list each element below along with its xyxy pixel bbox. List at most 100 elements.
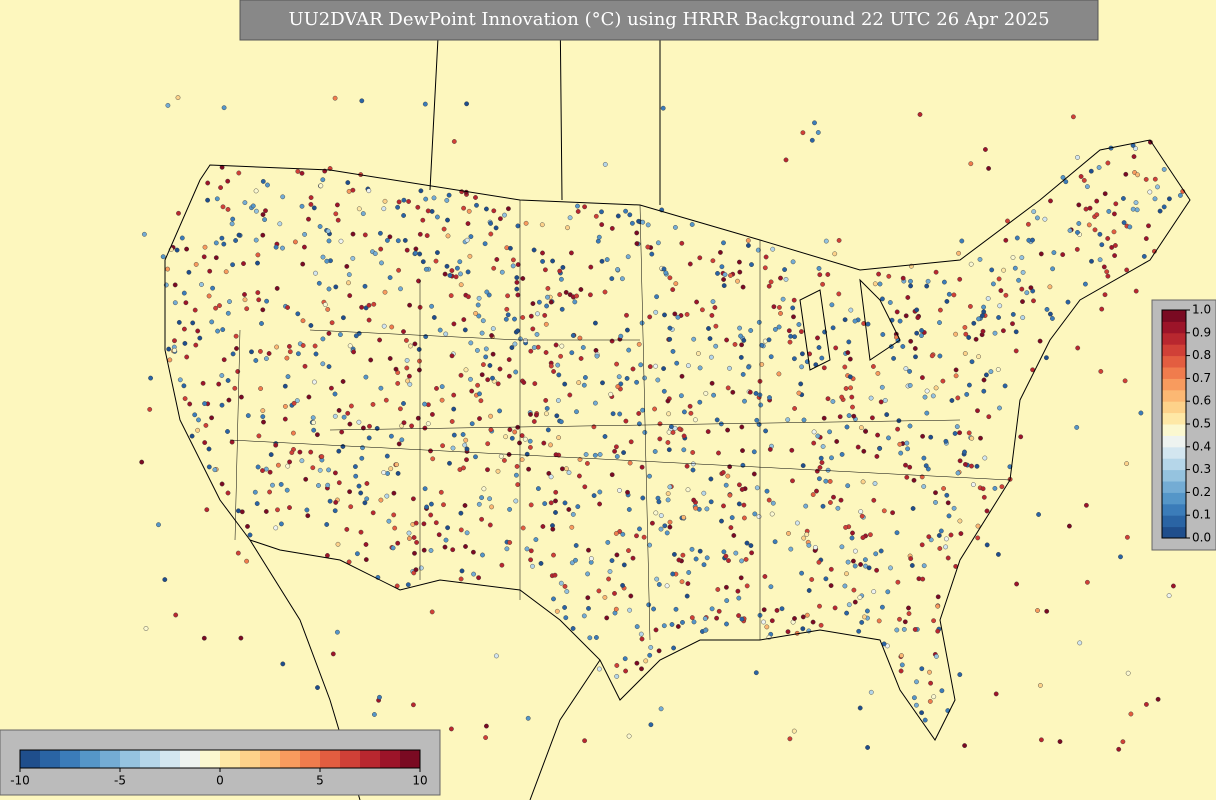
station-dot [897, 616, 902, 622]
station-dot [614, 552, 620, 558]
station-dot [830, 399, 836, 404]
station-dot [756, 319, 762, 325]
station-dot [387, 356, 393, 361]
station-dot [503, 434, 508, 440]
station-dot [532, 381, 538, 386]
station-dot [1060, 252, 1066, 258]
station-dot [658, 526, 664, 532]
station-dot [694, 299, 699, 305]
station-dot [713, 343, 719, 349]
station-dot [714, 615, 719, 621]
station-dot [860, 479, 866, 485]
station-dot [336, 407, 342, 413]
station-dot [813, 545, 818, 550]
station-dot [201, 635, 207, 641]
station-dot [356, 206, 362, 212]
station-dot [147, 406, 153, 412]
station-dot [738, 354, 744, 360]
station-dot [325, 482, 331, 488]
station-dot [416, 278, 421, 284]
station-dot [405, 582, 411, 588]
station-dot [852, 563, 858, 569]
station-dot [397, 406, 403, 412]
station-dot [420, 259, 426, 265]
station-dot [620, 583, 625, 588]
station-dot [697, 548, 703, 554]
station-dot [815, 130, 821, 135]
station-dot [415, 204, 421, 210]
colorbar-swatch [1162, 526, 1186, 539]
station-dot [556, 398, 561, 403]
station-dot [533, 537, 539, 542]
station-dot [491, 208, 497, 214]
station-dot [429, 208, 435, 214]
station-dot [458, 576, 464, 582]
station-dot [836, 291, 842, 297]
station-dot [697, 365, 703, 371]
station-dot [675, 624, 681, 629]
station-dot [434, 385, 439, 391]
station-dot [242, 200, 248, 206]
station-dot [614, 454, 620, 459]
station-dot [1050, 316, 1055, 321]
station-dot [762, 265, 768, 271]
station-dot [801, 417, 807, 423]
station-dot [850, 530, 855, 536]
station-dot [284, 355, 290, 361]
station-dot [759, 342, 765, 348]
station-dot [785, 417, 791, 423]
station-dot [476, 575, 481, 581]
station-dot [609, 558, 615, 563]
station-dot [209, 319, 215, 325]
station-dot [800, 351, 805, 357]
state-lines [229, 200, 1011, 641]
station-dot [986, 165, 991, 171]
station-dot [724, 337, 729, 343]
station-dot [335, 541, 341, 547]
station-dot [308, 195, 314, 201]
station-dot [548, 500, 554, 506]
station-dot [1146, 223, 1151, 229]
station-dot [320, 336, 326, 342]
station-dot [415, 415, 421, 421]
station-dot [569, 524, 575, 530]
station-dot [1155, 184, 1160, 190]
station-dot [308, 449, 314, 455]
station-dot [422, 101, 428, 107]
station-dot [991, 281, 996, 287]
station-dot [490, 351, 496, 357]
station-dot [727, 492, 733, 498]
station-dot [566, 507, 572, 512]
station-dot [771, 304, 777, 310]
station-dot [957, 672, 963, 677]
station-dot [559, 276, 564, 282]
colorbars: -10 -5 0 5 100.00.10.20.30.40.50.60.70.80.91… [10, 303, 1211, 788]
station-dot [450, 445, 456, 451]
station-dot [1104, 269, 1110, 275]
station-dot [776, 324, 782, 330]
station-dot [513, 369, 519, 375]
station-dot [849, 535, 855, 541]
station-dot [370, 510, 376, 516]
station-dot [639, 320, 645, 326]
station-dot [488, 413, 493, 419]
station-dot [277, 221, 283, 227]
station-dot [531, 345, 537, 350]
station-dot [172, 300, 178, 306]
station-dot [494, 257, 500, 262]
station-dot [374, 425, 380, 431]
station-dot [709, 606, 715, 612]
station-dot [728, 273, 733, 278]
station-dot [656, 499, 662, 505]
station-dot [940, 378, 946, 384]
station-dot [438, 489, 444, 495]
station-dot [282, 403, 288, 409]
station-dot [816, 265, 822, 271]
station-dot [315, 685, 320, 690]
station-dot [647, 652, 653, 658]
station-dot [404, 357, 410, 363]
station-dot [551, 552, 556, 558]
station-dot [464, 446, 470, 452]
station-dot [422, 425, 428, 431]
station-dot [872, 481, 878, 486]
